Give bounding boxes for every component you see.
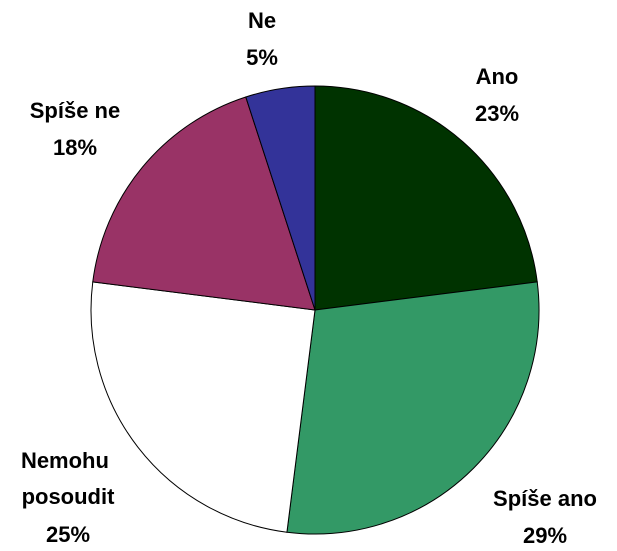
slice-label: Nemohu posoudit bbox=[21, 448, 115, 509]
slice-value-label: 5% bbox=[246, 45, 278, 70]
pie-slice bbox=[245, 85, 316, 311]
slice-label: Ne bbox=[248, 8, 276, 33]
slice-value-label: 23% bbox=[475, 101, 519, 126]
slice-value-label: 25% bbox=[46, 522, 90, 547]
pie-slice bbox=[92, 96, 316, 311]
slice-label: Ano bbox=[476, 64, 519, 89]
slice-label: Spíše ano bbox=[493, 486, 597, 511]
pie-slice bbox=[314, 85, 538, 311]
pie-slice bbox=[90, 281, 316, 533]
pie-slice bbox=[286, 281, 540, 535]
slice-value-label: 18% bbox=[53, 135, 97, 160]
slice-value-label: 29% bbox=[523, 523, 567, 548]
slice-label: Spíše ne bbox=[30, 98, 120, 123]
